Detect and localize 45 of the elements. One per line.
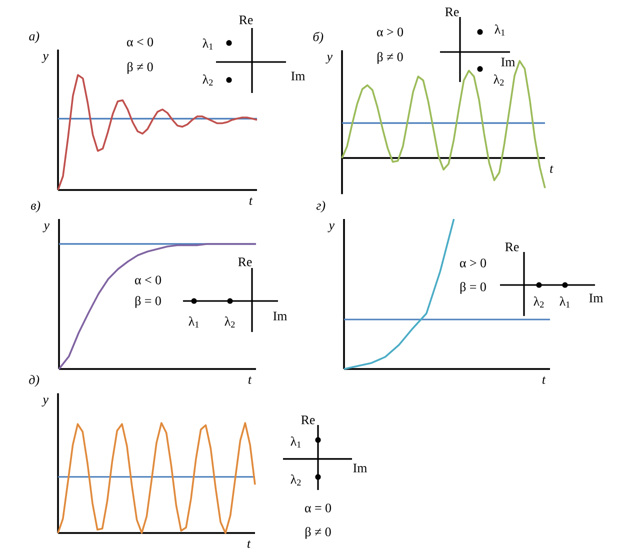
y-axis-title: y (42, 223, 50, 232)
chart-title: в) (31, 200, 40, 212)
annotation: β ≠ 0 (378, 52, 403, 64)
text: Re (239, 16, 253, 24)
y-axis-title: y (42, 54, 49, 63)
text: λ$_{1}$ (560, 296, 570, 308)
text: Im (273, 312, 287, 320)
annotation: α > 0 (460, 258, 486, 268)
x-axis-title: t (550, 165, 554, 173)
annotation: β = 0 (135, 296, 161, 308)
text: β ≠ 0 (128, 62, 153, 74)
chart-title: а) (29, 31, 40, 44)
x-axis-title: t (249, 197, 253, 205)
annotation: λ$_{1}$ (188, 316, 199, 328)
text: Re (445, 8, 459, 16)
x-axis-title: t (542, 376, 546, 384)
text: Re (301, 416, 315, 424)
text: Im (589, 294, 603, 302)
chart-title: б) (313, 32, 324, 44)
annotation: β = 0 (460, 282, 486, 294)
chart-title: г) (316, 200, 326, 212)
text: Im (353, 464, 367, 472)
y-axis-title: y (328, 223, 335, 232)
text: λ$_{1}$ (202, 38, 213, 50)
text: β ≠ 0 (306, 527, 331, 539)
y-axis-title: y (326, 54, 333, 64)
annotation: λ$_{2}$ (534, 296, 544, 308)
text: λ$_{1}$ (494, 24, 505, 36)
y-axis-title: y (42, 398, 49, 407)
annotation: λ$_{2}$ (494, 74, 504, 86)
annotation: Im (501, 58, 515, 66)
annotation: λ$_{2}$ (224, 316, 235, 328)
x-axis-title: t (248, 376, 252, 384)
annotation: λ$_{2}$ (202, 74, 213, 86)
text: α = 0 (304, 504, 332, 512)
chart-title: д) (29, 375, 40, 387)
text: λ$_{2}$ (290, 474, 301, 486)
annotation: α < 0 (134, 276, 162, 284)
text: α > 0 (376, 28, 404, 36)
text: α < 0 (126, 38, 154, 46)
text: λ$_{1}$ (290, 436, 301, 448)
text: Im (291, 72, 305, 80)
annotation: Re (505, 242, 519, 252)
x-axis-title: t (247, 540, 251, 548)
annotation: Re (238, 258, 252, 266)
